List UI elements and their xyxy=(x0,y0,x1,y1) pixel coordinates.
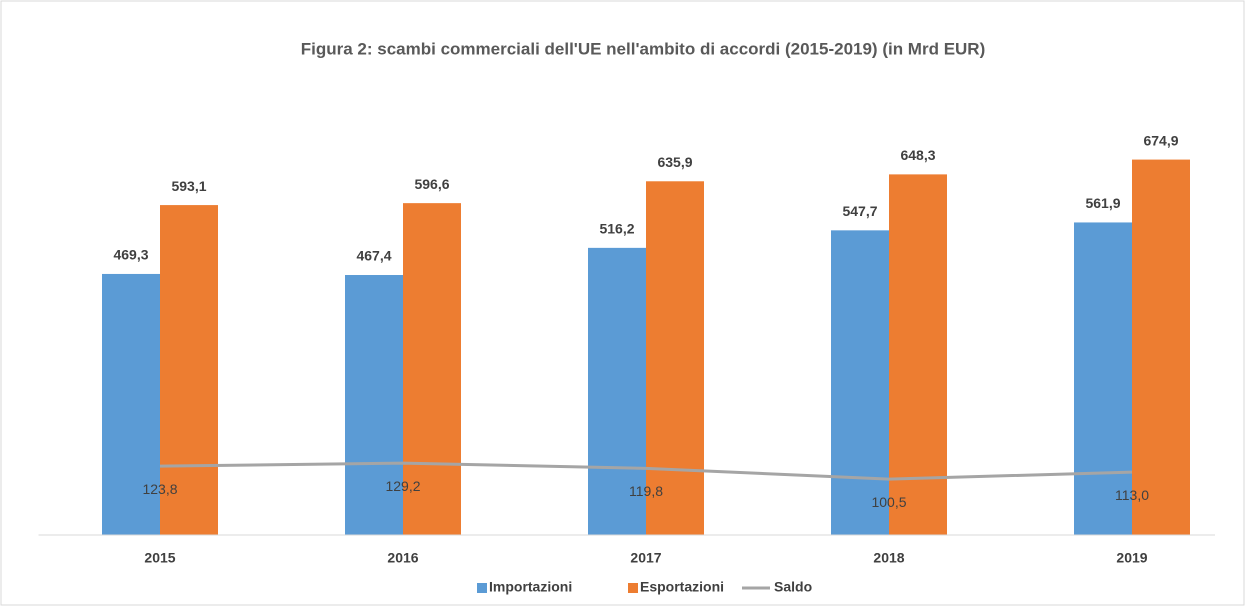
data-label: 547,7 xyxy=(842,203,877,219)
data-label: 123,8 xyxy=(142,481,177,497)
data-label: 100,5 xyxy=(871,494,906,510)
bar xyxy=(345,275,403,535)
data-label: 119,8 xyxy=(629,483,663,499)
data-label: 674,9 xyxy=(1143,132,1178,148)
bar xyxy=(588,247,646,535)
data-label: 596,6 xyxy=(414,176,449,192)
line xyxy=(159,461,1133,481)
legend-swatch xyxy=(628,583,638,593)
x-tick-label: 2017 xyxy=(630,550,661,566)
data-label: 516,2 xyxy=(599,221,634,237)
data-label: 593,1 xyxy=(171,178,206,194)
legend-label: Saldo xyxy=(774,579,812,595)
x-tick-label: 2018 xyxy=(873,550,904,566)
x-tick-label: 2019 xyxy=(1116,550,1147,566)
data-label: 561,9 xyxy=(1085,195,1120,211)
bar xyxy=(403,203,461,536)
bar xyxy=(102,273,160,535)
bar xyxy=(160,205,218,535)
data-label: 113,0 xyxy=(1115,487,1149,503)
bar xyxy=(646,181,704,535)
data-label: 635,9 xyxy=(657,154,692,170)
data-label: 467,4 xyxy=(356,248,391,264)
bar xyxy=(889,174,947,535)
x-tick-label: 2015 xyxy=(144,550,175,566)
bar xyxy=(1132,159,1190,536)
legend-label: Esportazioni xyxy=(640,579,724,595)
bar xyxy=(1074,222,1132,536)
legend-swatch xyxy=(477,583,487,593)
chart-title: Figura 2: scambi commerciali dell'UE nel… xyxy=(301,39,986,58)
x-tick-label: 2016 xyxy=(387,550,418,566)
bar xyxy=(831,230,889,536)
legend-label: Importazioni xyxy=(489,579,572,595)
data-label: 469,3 xyxy=(113,247,148,263)
data-label: 129,2 xyxy=(385,478,420,494)
data-label: 648,3 xyxy=(900,147,935,163)
